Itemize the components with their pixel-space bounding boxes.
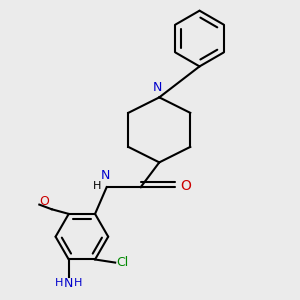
- Text: O: O: [180, 178, 191, 193]
- Text: H: H: [93, 181, 101, 190]
- Text: N: N: [100, 169, 110, 182]
- Text: H: H: [55, 278, 63, 288]
- Text: N: N: [153, 81, 162, 94]
- Text: H: H: [74, 278, 83, 288]
- Text: N: N: [64, 277, 74, 290]
- Text: O: O: [39, 195, 49, 208]
- Text: Cl: Cl: [117, 256, 129, 269]
